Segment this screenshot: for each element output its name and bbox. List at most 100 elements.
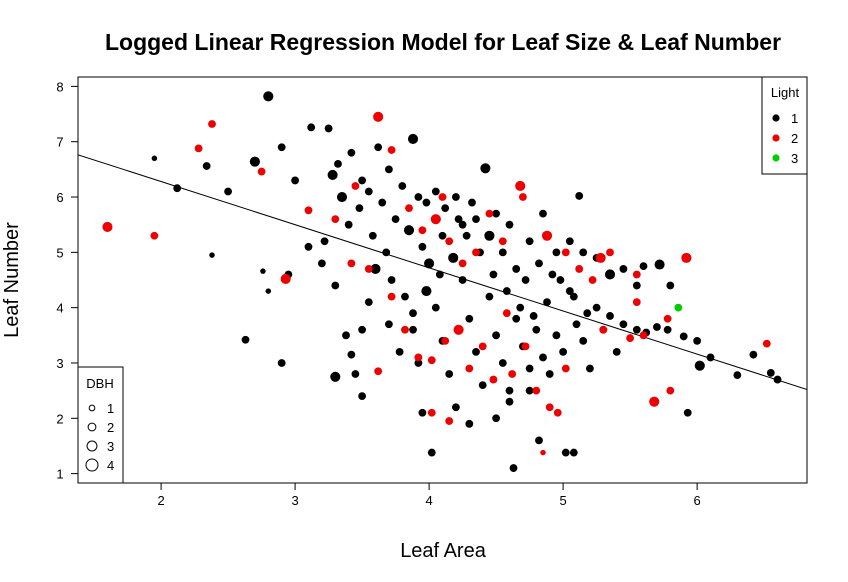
data-point	[505, 386, 514, 395]
data-point	[666, 386, 675, 395]
data-point	[516, 303, 525, 312]
data-point	[561, 364, 570, 373]
data-point	[347, 148, 356, 157]
data-point	[693, 336, 702, 345]
data-point	[374, 367, 383, 376]
data-point	[545, 370, 554, 378]
data-point	[462, 231, 471, 240]
data-point	[632, 281, 641, 290]
dbh-legend-label: 1	[107, 401, 114, 416]
light-legend-label: 3	[791, 151, 798, 166]
data-point	[766, 369, 775, 377]
light-legend-label: 2	[791, 131, 798, 146]
data-point	[351, 182, 360, 190]
data-point	[674, 303, 683, 312]
data-point	[334, 159, 342, 168]
data-point	[102, 221, 113, 232]
data-point	[632, 325, 641, 334]
dbh-legend-marker	[85, 458, 99, 472]
data-point	[378, 198, 387, 207]
data-point	[541, 230, 553, 241]
data-point	[478, 381, 487, 389]
x-tick-label: 6	[693, 493, 700, 508]
data-point	[548, 270, 557, 279]
data-point	[431, 187, 440, 196]
data-point	[453, 324, 464, 335]
dbh-legend-label: 2	[107, 420, 114, 435]
data-point	[448, 252, 459, 263]
data-point	[492, 209, 501, 218]
data-point	[421, 286, 432, 297]
data-point	[535, 436, 543, 445]
data-point	[579, 248, 588, 257]
data-point	[561, 448, 570, 457]
light-legend: Light 1 2 3	[761, 76, 808, 175]
data-point	[202, 162, 211, 170]
plot-frame	[77, 76, 808, 484]
data-point	[540, 449, 546, 456]
data-point	[398, 182, 407, 190]
data-point	[370, 263, 381, 274]
data-point	[586, 364, 594, 373]
dbh-legend-title: DBH	[86, 376, 113, 391]
data-point	[569, 292, 578, 301]
data-point	[347, 350, 356, 359]
data-point	[405, 204, 413, 212]
data-point	[575, 192, 584, 200]
data-point	[539, 209, 547, 218]
data-point	[384, 320, 393, 329]
data-point	[606, 248, 614, 257]
data-point	[331, 281, 340, 290]
data-point	[445, 237, 454, 246]
data-point	[387, 276, 396, 284]
data-point	[150, 231, 159, 240]
y-tick-label: 1	[56, 467, 63, 482]
data-point	[595, 252, 606, 263]
data-point	[374, 143, 383, 152]
data-point	[539, 353, 547, 362]
plot-area	[78, 91, 807, 472]
data-point	[418, 242, 427, 251]
data-point	[441, 336, 450, 345]
data-point	[173, 184, 182, 193]
dbh-legend-label: 3	[107, 439, 114, 454]
light-legend-title: Light	[771, 85, 800, 100]
y-axis-label: Leaf Number	[1, 222, 23, 338]
data-point	[639, 262, 648, 271]
data-point	[749, 350, 758, 359]
dbh-legend-marker	[87, 422, 97, 432]
data-point	[427, 356, 436, 365]
data-point	[485, 209, 494, 218]
data-point	[355, 204, 364, 212]
light-legend-box	[761, 76, 808, 175]
data-point	[280, 273, 291, 284]
data-point	[344, 220, 353, 229]
y-tick-label: 7	[56, 135, 63, 150]
data-point	[249, 156, 260, 167]
data-point	[663, 314, 672, 323]
data-point	[492, 414, 501, 423]
data-point	[441, 204, 450, 212]
data-point	[606, 312, 614, 320]
data-point	[291, 176, 299, 185]
light-legend-marker	[772, 114, 780, 122]
dbh-legend-box	[77, 366, 124, 484]
data-point	[391, 215, 400, 224]
dbh-legend-marker	[86, 440, 98, 452]
data-point	[336, 191, 348, 203]
data-point	[387, 146, 396, 154]
data-point	[485, 292, 494, 301]
data-point	[418, 226, 427, 235]
data-point	[208, 120, 216, 128]
y-tick-label: 6	[56, 190, 63, 205]
data-point	[465, 364, 474, 373]
data-point	[307, 123, 316, 132]
data-point	[382, 248, 391, 257]
data-point	[435, 270, 444, 279]
data-point	[445, 417, 454, 425]
data-point	[508, 370, 517, 378]
data-point	[351, 370, 360, 378]
data-point	[480, 163, 491, 174]
x-tick-label: 3	[291, 493, 298, 508]
x-tick-label: 2	[157, 493, 164, 508]
